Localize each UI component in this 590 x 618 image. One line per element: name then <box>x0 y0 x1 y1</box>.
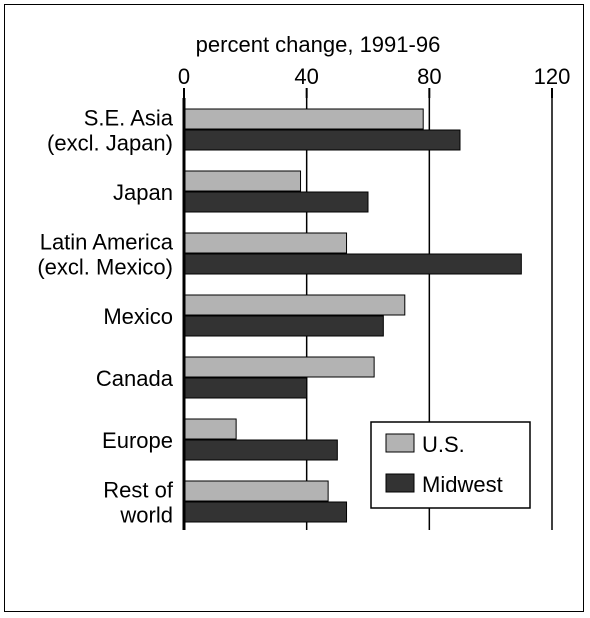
bar-midwest-3 <box>183 315 384 337</box>
x-tick-label: 120 <box>534 64 571 89</box>
x-tick-label: 40 <box>294 64 318 89</box>
x-tick-label: 0 <box>178 64 190 89</box>
category-label: Europe <box>102 428 173 453</box>
category-label: Latin America <box>40 230 174 255</box>
category-label: Mexico <box>103 304 173 329</box>
category-label: Rest of <box>103 478 174 503</box>
bars <box>183 108 522 523</box>
bar-us-0 <box>183 108 424 130</box>
category-label: Japan <box>113 180 173 205</box>
legend-swatch-1 <box>385 473 415 493</box>
bar-midwest-5 <box>183 439 338 461</box>
x-tick-labels: 0 40 80 120 <box>178 64 570 98</box>
legend-label-0: U.S. <box>422 432 465 457</box>
category-label: (excl. Japan) <box>47 131 173 156</box>
bar-us-4 <box>183 356 375 378</box>
chart-frame <box>4 4 584 612</box>
chart-title: percent change, 1991-96 <box>196 32 441 57</box>
bar-us-3 <box>183 294 406 316</box>
bar-us-2 <box>183 232 348 254</box>
bar-us-5 <box>183 418 237 440</box>
category-label: world <box>119 503 173 528</box>
bar-us-6 <box>183 480 329 502</box>
bar-us-1 <box>183 170 302 192</box>
legend-label-1: Midwest <box>422 472 503 497</box>
category-label: (excl. Mexico) <box>37 255 173 280</box>
category-label: S.E. Asia <box>84 106 174 131</box>
bar-midwest-0 <box>183 129 461 151</box>
category-label: Canada <box>96 366 174 391</box>
bar-midwest-4 <box>183 377 308 399</box>
bar-midwest-1 <box>183 191 369 213</box>
legend: U.S. Midwest <box>370 421 531 509</box>
bar-midwest-6 <box>183 501 348 523</box>
legend-swatch-0 <box>385 433 415 453</box>
bar-midwest-2 <box>183 253 522 275</box>
x-tick-label: 80 <box>417 64 441 89</box>
category-labels: S.E. Asia(excl. Japan) Japan Latin America… <box>37 106 174 528</box>
